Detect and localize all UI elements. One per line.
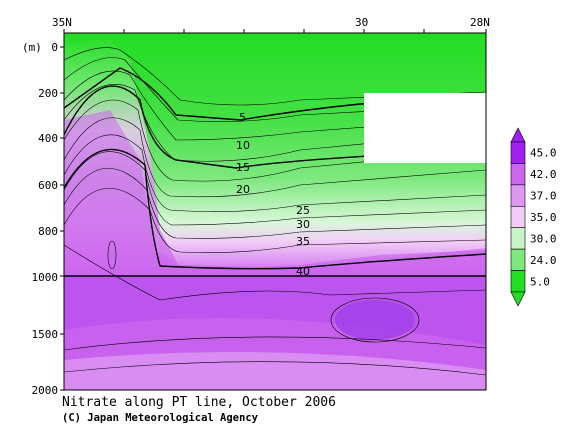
colorbar-top-arrow — [510, 127, 526, 143]
colorbar-swatch — [510, 205, 526, 229]
contour-label-group: 5 10 15 20 25 30 35 40 — [236, 111, 310, 278]
depth-axis: (m) 0 200 400 600 800 1000 1500 2000 — [22, 41, 64, 397]
colorbar-label: 30.0 — [530, 232, 557, 245]
y-tick-label: 0 — [51, 41, 58, 54]
colorbar-bottom-arrow — [510, 291, 526, 307]
colorbar-swatch — [510, 141, 526, 164]
y-tick-label: 1500 — [32, 328, 59, 341]
colorbar-label: 45.0 — [530, 147, 557, 160]
contour-label: 20 — [236, 183, 250, 196]
contour-label: 35 — [296, 235, 310, 248]
colorbar-swatch — [510, 227, 526, 250]
y-tick-label: 800 — [38, 225, 58, 238]
colorbar-label: 24.0 — [530, 254, 557, 267]
contour-label: 15 — [236, 161, 250, 174]
chart-title: Nitrate along PT line, October 2006 — [62, 395, 336, 410]
colorbar-swatch — [510, 248, 526, 271]
y-tick-label: 1000 — [32, 271, 59, 284]
plot-area: 5 10 15 20 25 30 35 40 — [64, 33, 486, 390]
y-tick-label: 2000 — [32, 384, 59, 397]
x-tick-label-30: 30 — [355, 16, 368, 29]
contour-lines — [64, 47, 486, 376]
top-latitude-axis: 35N 30 28N — [52, 16, 490, 33]
contour-label: 10 — [236, 139, 250, 152]
deep-purple-fill — [64, 110, 486, 276]
contour-label: 30 — [296, 218, 310, 231]
y-axis-unit: (m) — [22, 41, 42, 54]
y-tick-label: 600 — [38, 179, 58, 192]
colorbar-label: 35.0 — [530, 211, 557, 224]
plot-frame — [63, 32, 487, 391]
colorbar-label: 42.0 — [530, 168, 557, 181]
copyright-credit: (C) Japan Meteorological Agency — [62, 412, 258, 424]
x-tick-label-35n: 35N — [52, 16, 72, 29]
contour-label: 5 — [239, 111, 246, 124]
colorbar-label: 37.0 — [530, 190, 557, 203]
colorbar-swatch — [510, 184, 526, 207]
missing-data-region — [364, 93, 486, 163]
y-tick-label: 200 — [38, 87, 58, 100]
colorbar-swatch — [510, 270, 526, 293]
colorbar-label: 5.0 — [530, 275, 550, 288]
y-tick-label: 400 — [38, 132, 58, 145]
contour-label: 40 — [296, 265, 310, 278]
x-tick-label-28n: 28N — [470, 16, 490, 29]
colorbar-swatch — [510, 163, 526, 186]
colorbar-legend: 45.0 42.0 37.0 35.0 30.0 24.0 5.0 — [510, 127, 557, 307]
contour-label: 25 — [296, 204, 310, 217]
